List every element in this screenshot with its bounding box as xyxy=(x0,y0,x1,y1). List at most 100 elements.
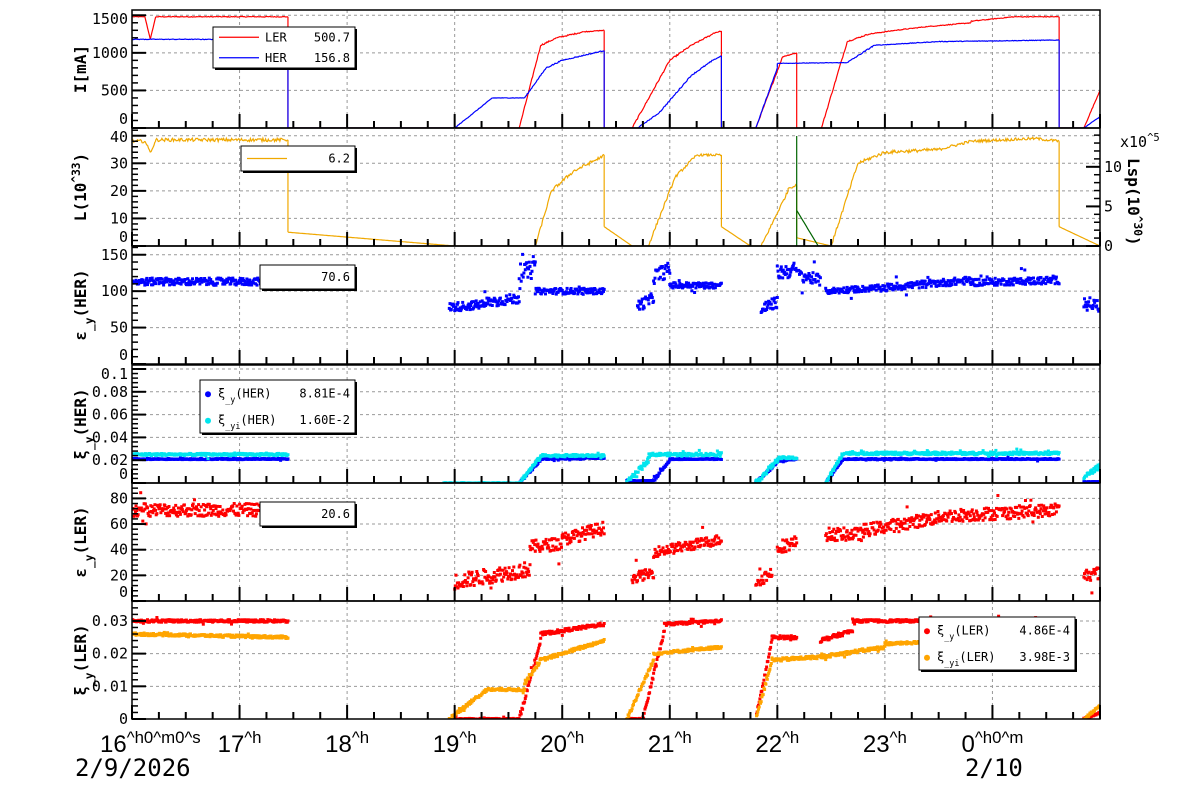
data-point xyxy=(169,278,173,282)
superscript: ^m0 xyxy=(153,728,184,747)
data-point xyxy=(638,569,641,573)
data-point xyxy=(972,512,976,516)
data-point xyxy=(775,296,779,299)
data-point xyxy=(244,502,248,506)
data-point xyxy=(498,296,502,300)
y-tick-label: 0.08 xyxy=(92,383,128,401)
data-point xyxy=(519,262,522,266)
data-point xyxy=(238,279,242,283)
data-point xyxy=(811,271,815,275)
data-point xyxy=(1053,282,1057,286)
data-point xyxy=(924,286,928,290)
data-point xyxy=(591,535,595,539)
data-point xyxy=(919,524,922,528)
data-point xyxy=(865,527,869,531)
data-point xyxy=(810,281,814,285)
data-point xyxy=(933,518,937,522)
data-point xyxy=(936,510,940,513)
data-point xyxy=(629,477,633,481)
data-point xyxy=(867,534,871,538)
data-point xyxy=(251,514,255,518)
data-point xyxy=(187,279,191,283)
x-tick-label: 19^h xyxy=(433,728,477,759)
data-point xyxy=(937,284,941,288)
data-point xyxy=(141,279,145,282)
data-point xyxy=(884,452,888,456)
data-point xyxy=(235,504,239,508)
data-point xyxy=(642,577,646,581)
series-line-her xyxy=(658,75,692,114)
series-line-l xyxy=(760,190,789,246)
data-point xyxy=(768,469,772,472)
data-point xyxy=(660,548,664,552)
data-point xyxy=(828,475,832,479)
data-point xyxy=(509,299,512,302)
data-point xyxy=(517,277,521,281)
data-point xyxy=(918,518,922,522)
data-point xyxy=(701,525,705,529)
data-point xyxy=(1048,505,1052,509)
data-point xyxy=(508,575,512,579)
series-line-l xyxy=(647,176,676,246)
series-line-ler xyxy=(540,37,557,47)
data-point xyxy=(483,290,487,294)
data-point xyxy=(473,304,477,308)
data-point xyxy=(651,451,655,455)
data-point xyxy=(713,537,717,541)
data-point xyxy=(466,576,470,580)
data-point xyxy=(146,506,149,510)
data-point xyxy=(485,296,489,300)
data-point xyxy=(953,276,957,280)
data-point xyxy=(647,573,651,577)
data-point xyxy=(533,260,537,264)
data-point xyxy=(906,518,910,522)
data-point xyxy=(976,518,980,522)
data-point xyxy=(1011,283,1015,287)
data-point xyxy=(795,457,799,461)
data-point xyxy=(544,537,548,541)
x-tick-label: 23^h xyxy=(863,728,907,759)
data-point xyxy=(549,549,553,552)
data-point xyxy=(1091,307,1095,310)
data-point xyxy=(1088,471,1092,475)
data-point xyxy=(1007,277,1011,281)
data-point xyxy=(556,538,560,542)
data-point xyxy=(518,563,522,567)
data-point xyxy=(590,532,594,536)
y-tick-label: 150 xyxy=(101,246,128,264)
data-point xyxy=(769,466,773,470)
data-point xyxy=(1088,296,1092,300)
data-point xyxy=(925,520,929,524)
data-point xyxy=(1018,281,1022,285)
data-point xyxy=(843,535,847,539)
data-point xyxy=(524,566,528,570)
data-point xyxy=(1027,509,1031,513)
data-point xyxy=(1034,508,1038,512)
data-point xyxy=(832,527,836,531)
data-point xyxy=(790,542,794,545)
data-point xyxy=(1040,515,1044,518)
data-point xyxy=(1038,281,1042,285)
data-point xyxy=(859,526,863,530)
data-point xyxy=(568,538,572,542)
data-point xyxy=(826,476,830,480)
data-point xyxy=(492,571,496,574)
data-point xyxy=(709,285,713,289)
data-point xyxy=(477,306,481,310)
data-point xyxy=(694,286,698,290)
data-point xyxy=(158,503,162,507)
data-point xyxy=(136,513,140,517)
data-point xyxy=(674,452,678,456)
data-point xyxy=(1050,504,1054,508)
data-point xyxy=(972,278,976,282)
data-point xyxy=(558,547,561,551)
data-point xyxy=(490,304,494,307)
text-part: ) xyxy=(1124,236,1143,246)
data-point xyxy=(874,288,878,292)
data-point xyxy=(958,519,961,523)
series-group xyxy=(132,15,1100,128)
data-point xyxy=(679,547,682,551)
series-line-l xyxy=(674,154,698,178)
data-point xyxy=(512,565,516,569)
data-point xyxy=(1005,280,1009,283)
